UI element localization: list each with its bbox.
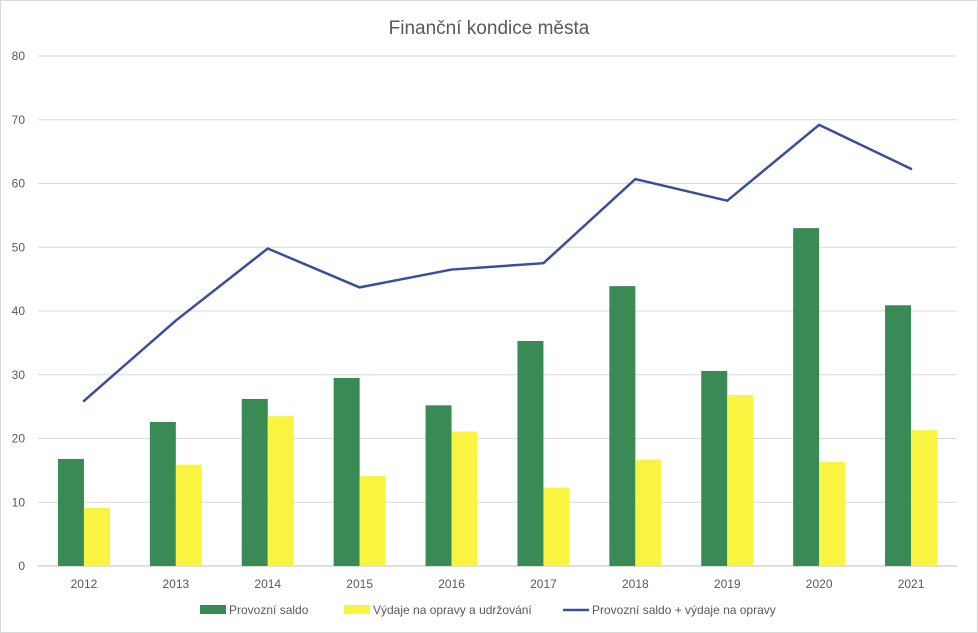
bar-provozni-saldo-2013 xyxy=(149,421,176,566)
bar-provozni-saldo-2018 xyxy=(609,286,636,566)
chart-title: Finanční kondice města xyxy=(389,18,590,39)
bar-vydaje-na-opravy-2014 xyxy=(267,416,294,566)
legend-swatch-1 xyxy=(344,605,370,614)
bar-provozni-saldo-2020 xyxy=(793,228,820,566)
line-provozni-saldo-plus-vydaje xyxy=(82,123,913,403)
x-tick-label: 2019 xyxy=(714,577,741,591)
bar-vydaje-na-opravy-2020 xyxy=(819,462,846,566)
bar-vydaje-na-opravy-2015 xyxy=(359,476,386,566)
bar-provozni-saldo-2019 xyxy=(701,370,728,566)
bar-provozni-saldo-2014 xyxy=(241,398,268,566)
bar-vydaje-na-opravy-2012 xyxy=(83,507,110,566)
x-tick-label: 2013 xyxy=(162,577,189,591)
x-tick-label: 2017 xyxy=(530,577,557,591)
bar-vydaje-na-opravy-2019 xyxy=(727,395,754,566)
bar-vydaje-na-opravy-2013 xyxy=(175,464,202,566)
bar-provozni-saldo-2017 xyxy=(517,340,544,566)
y-tick-label: 0 xyxy=(18,559,25,573)
line-series xyxy=(82,123,913,403)
bar-vydaje-na-opravy-2017 xyxy=(543,487,570,566)
y-tick-label: 20 xyxy=(12,432,26,446)
y-tick-label: 50 xyxy=(12,240,26,254)
bar-provozni-saldo-2015 xyxy=(333,377,360,566)
x-tick-label: 2016 xyxy=(438,577,465,591)
legend-label-2: Provozní saldo + výdaje na opravy xyxy=(592,603,776,617)
y-tick-label: 10 xyxy=(12,495,26,509)
x-tick-label: 2012 xyxy=(71,577,98,591)
legend: Provozní saldo Výdaje na opravy a udržová… xyxy=(200,603,776,617)
bar-provozni-saldo-2012 xyxy=(57,458,84,566)
y-tick-label: 60 xyxy=(12,177,26,191)
x-tick-label: 2018 xyxy=(622,577,649,591)
bar-provozni-saldo-2021 xyxy=(885,305,912,566)
y-tick-label: 40 xyxy=(12,304,26,318)
legend-swatch-0 xyxy=(200,605,226,614)
legend-label-1: Výdaje na opravy a udržování xyxy=(373,603,532,617)
y-tick-label: 30 xyxy=(12,368,26,382)
bar-vydaje-na-opravy-2016 xyxy=(451,431,478,566)
x-tick-label: 2014 xyxy=(254,577,281,591)
bar-vydaje-na-opravy-2021 xyxy=(911,430,938,566)
x-tick-label: 2021 xyxy=(898,577,925,591)
x-axis-labels: 2012 2013 2014 2015 2016 2017 2018 2019 2020 2021 xyxy=(71,577,925,591)
x-tick-label: 2015 xyxy=(346,577,373,591)
bar-provozni-saldo-2016 xyxy=(425,405,452,566)
legend-label-0: Provozní saldo xyxy=(229,603,309,617)
x-tick-label: 2020 xyxy=(806,577,833,591)
y-tick-label: 80 xyxy=(12,49,26,63)
bar-vydaje-na-opravy-2018 xyxy=(635,459,662,566)
bars xyxy=(57,228,938,566)
y-axis-labels: 0 10 20 30 40 50 60 70 80 xyxy=(12,49,26,573)
y-tick-label: 70 xyxy=(12,113,26,127)
